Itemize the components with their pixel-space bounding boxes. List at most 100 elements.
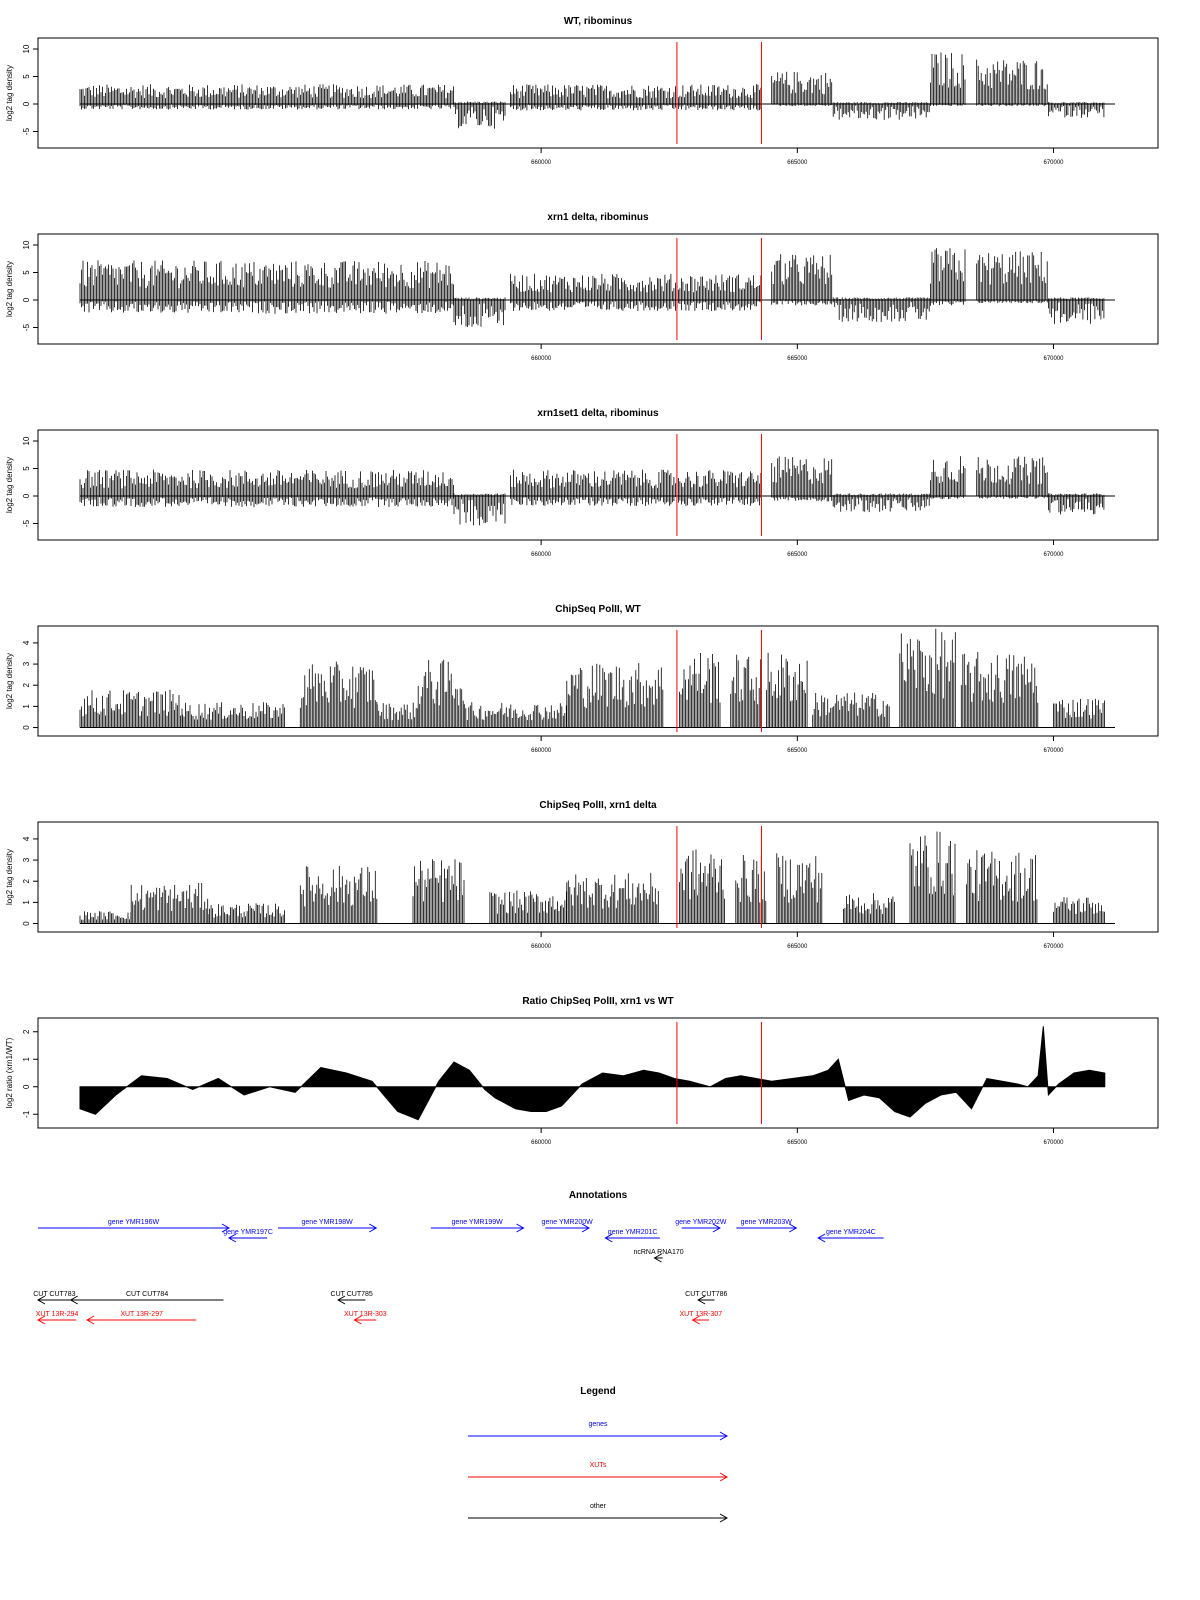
- bar-series: [79, 456, 1105, 526]
- bar-segment: [453, 297, 506, 327]
- y-tick-label: 0: [22, 725, 31, 730]
- chart-title: ChipSeq PolII, WT: [555, 604, 641, 615]
- bar-segment: [299, 661, 378, 728]
- bar-segment: [79, 469, 454, 507]
- bar-segment: [182, 702, 285, 728]
- bar-segment: [1048, 297, 1105, 324]
- bar-segment: [679, 653, 721, 728]
- bar-segment: [412, 859, 465, 924]
- y-axis-label: log2 tag density: [5, 261, 14, 317]
- bar-segment: [79, 260, 454, 314]
- bar-segment: [1048, 493, 1105, 515]
- bar-segment: [453, 101, 506, 129]
- y-tick-label: 3: [22, 661, 31, 666]
- x-tick-label: 670000: [1043, 356, 1064, 362]
- x-tick-label: 660000: [531, 944, 552, 950]
- bar-segment: [771, 71, 833, 107]
- y-axis-label: log2 tag density: [5, 849, 14, 905]
- y-tick-label: 1: [22, 704, 31, 709]
- bar-segment: [832, 297, 930, 322]
- y-tick-label: 5: [22, 270, 31, 275]
- bar-segment: [832, 102, 930, 120]
- bar-segment: [299, 866, 378, 924]
- bar-series: [79, 52, 1105, 129]
- bar-segment: [899, 628, 956, 728]
- chart-panel: xrn1 delta, ribominus log2 tag density -5 0…: [5, 212, 1159, 362]
- bar-segment: [930, 248, 966, 306]
- y-tick-label: 0: [22, 493, 31, 498]
- x-tick-label: 660000: [531, 748, 552, 754]
- x-tick-label: 665000: [787, 748, 808, 754]
- chart-title: ChipSeq PolII, xrn1 delta: [539, 800, 657, 811]
- bar-segment: [976, 251, 1048, 304]
- x-tick-label: 665000: [787, 552, 808, 558]
- y-axis-label: log2 tag density: [5, 457, 14, 513]
- bar-segment: [79, 689, 183, 728]
- plot-frame: [37, 37, 1159, 149]
- bar-segment: [463, 702, 567, 728]
- x-tick-label: 660000: [531, 552, 552, 558]
- y-tick-label: -5: [22, 127, 31, 135]
- plot-frame: [37, 233, 1159, 345]
- y-tick-label: 0: [22, 921, 31, 926]
- chart-title: WT, ribominus: [564, 16, 633, 27]
- bar-segment: [376, 702, 419, 728]
- x-tick-label: 670000: [1043, 944, 1064, 950]
- bar-segment: [79, 84, 454, 110]
- bar-segment: [207, 903, 286, 924]
- y-tick-label: 5: [22, 466, 31, 471]
- bar-segment: [79, 911, 132, 924]
- y-tick-label: -5: [22, 519, 31, 527]
- y-tick-label: 5: [22, 74, 31, 79]
- chart-panel: xrn1set1 delta, ribominus log2 tag densit…: [5, 408, 1159, 558]
- x-tick-label: 665000: [787, 160, 808, 166]
- chart-panel: WT, ribominus log2 tag density -5 0 5 10 66000…: [5, 16, 1159, 166]
- bar-segment: [453, 493, 506, 526]
- bar-segment: [509, 469, 762, 506]
- chart-panel: ChipSeq PolII, xrn1 delta log2 tag densit…: [5, 800, 1159, 950]
- plot-frame: [37, 429, 1159, 541]
- x-tick-label: 665000: [787, 356, 808, 362]
- y-tick-label: 10: [22, 44, 31, 53]
- bar-segment: [509, 84, 762, 111]
- x-tick-label: 660000: [531, 356, 552, 362]
- y-tick-label: 1: [22, 900, 31, 905]
- bar-segment: [930, 52, 966, 107]
- y-tick-label: 0: [22, 297, 31, 302]
- y-tick-label: 3: [22, 857, 31, 862]
- x-tick-label: 670000: [1043, 552, 1064, 558]
- y-tick-label: 0: [22, 101, 31, 106]
- y-tick-label: 4: [22, 640, 31, 645]
- bar-segment: [130, 883, 209, 924]
- bar-series: [79, 628, 1105, 728]
- bar-segment: [566, 663, 664, 728]
- x-tick-label: 660000: [531, 160, 552, 166]
- bar-segment: [960, 652, 1039, 728]
- y-axis-label: log2 tag density: [5, 65, 14, 121]
- bar-segment: [417, 659, 464, 728]
- bar-segment: [730, 654, 762, 728]
- bar-segment: [771, 254, 833, 306]
- bar-segment: [771, 456, 833, 502]
- x-tick-label: 665000: [787, 944, 808, 950]
- x-tick-label: 670000: [1043, 748, 1064, 754]
- bar-segment: [509, 273, 762, 311]
- bar-series: [79, 248, 1105, 327]
- bar-series: [79, 831, 1105, 924]
- chart-title: xrn1 delta, ribominus: [547, 212, 649, 223]
- y-axis-label: log2 tag density: [5, 653, 14, 709]
- plot-frame: [37, 625, 1159, 737]
- y-tick-label: 2: [22, 682, 31, 687]
- bar-segment: [766, 652, 808, 728]
- y-tick-label: 10: [22, 436, 31, 445]
- x-tick-label: 670000: [1043, 160, 1064, 166]
- y-tick-label: -5: [22, 323, 31, 331]
- bar-segment: [1053, 698, 1105, 728]
- plot-frame: [37, 821, 1159, 933]
- y-tick-label: 2: [22, 878, 31, 883]
- bar-segment: [812, 692, 890, 728]
- chart-panel: ChipSeq PolII, WT log2 tag density 0 1 2 3 4 66…: [5, 604, 1159, 754]
- bar-segment: [976, 456, 1048, 499]
- chart-title: xrn1set1 delta, ribominus: [537, 408, 659, 419]
